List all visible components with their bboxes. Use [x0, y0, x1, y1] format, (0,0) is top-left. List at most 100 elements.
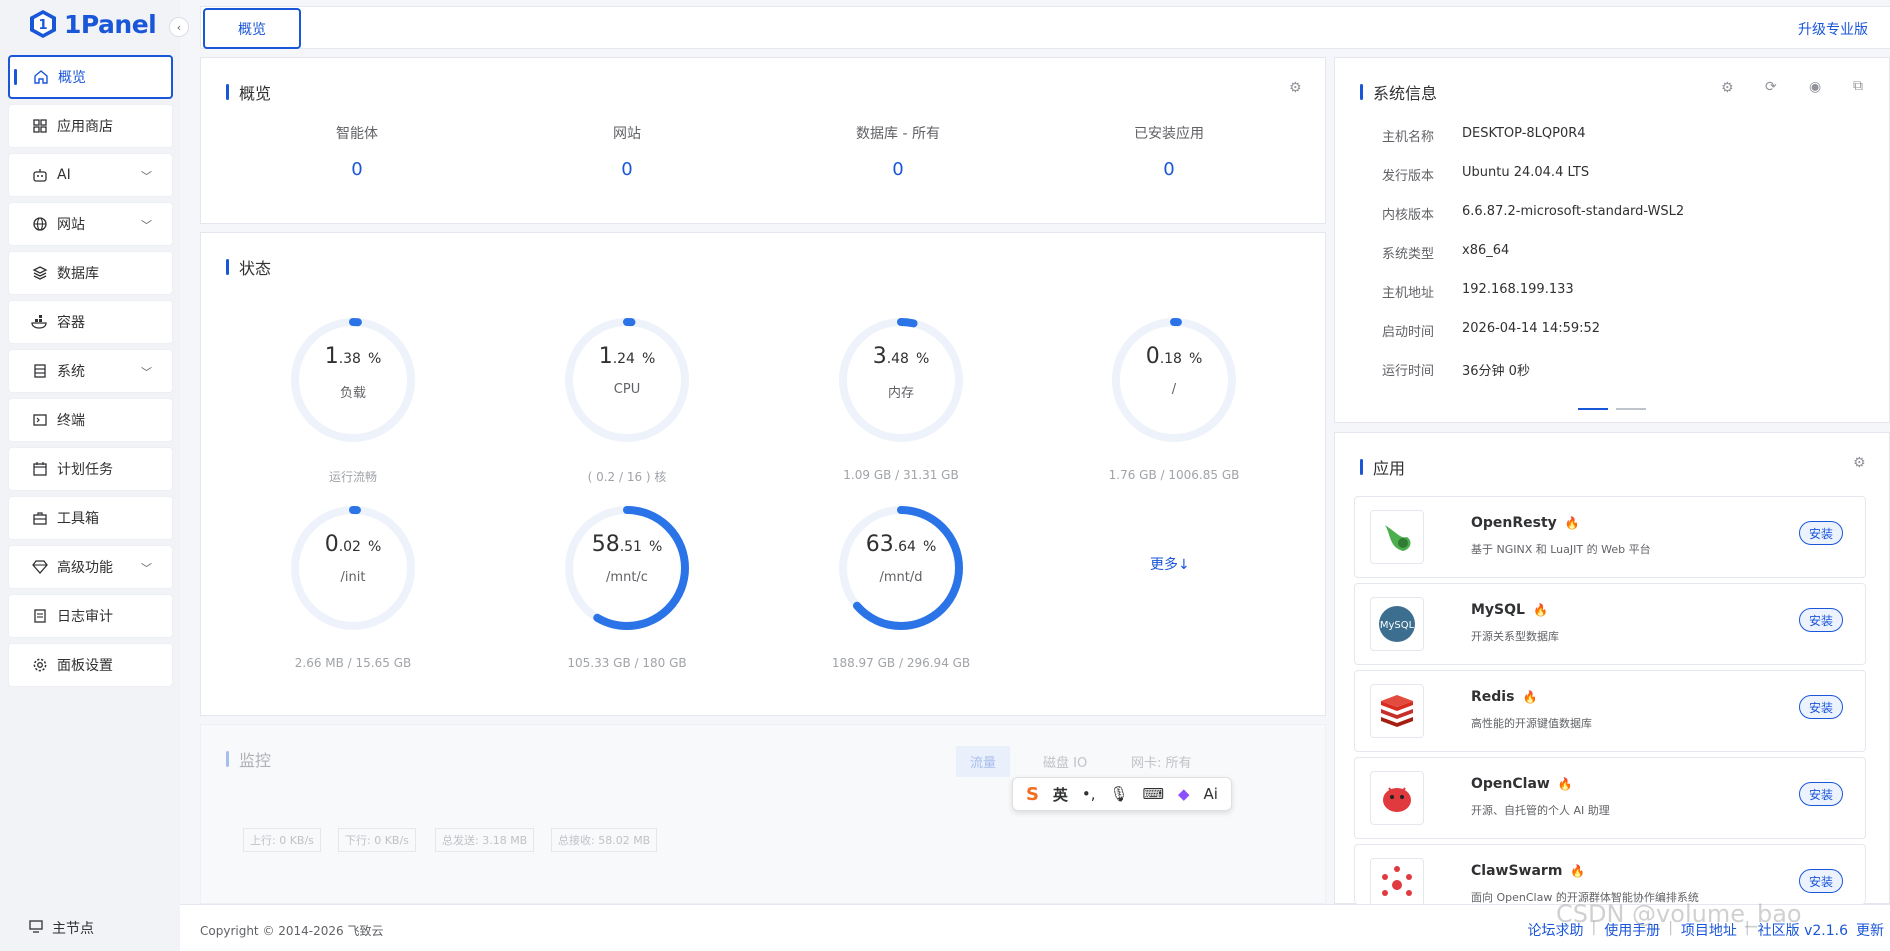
- settings-icon[interactable]: ⚙: [1853, 455, 1866, 471]
- clawswarm-icon: [1370, 858, 1424, 904]
- gauge-ring: [1112, 318, 1236, 442]
- gauge-detail: 1.76 GB / 1006.85 GB: [1108, 468, 1240, 482]
- sidebar-item-advanced[interactable]: 高级功能 ﹀: [8, 545, 173, 589]
- upgrade-pro-link[interactable]: 升级专业版: [1798, 22, 1868, 38]
- gauge-mnt-d-disk[interactable]: 63.64 % /mnt/d 188.97 GB / 296.94 GB: [831, 498, 971, 670]
- collapse-sidebar-button[interactable]: ‹: [169, 17, 189, 37]
- sidebar-item-cron[interactable]: 计划任务: [8, 447, 173, 491]
- tab-overview[interactable]: 概览: [203, 8, 301, 49]
- sidebar-item-terminal[interactable]: 终端: [8, 398, 173, 442]
- sidebar-item-panel-settings[interactable]: 面板设置: [8, 643, 173, 687]
- gauge-root-disk[interactable]: 0.18 % / 1.76 GB / 1006.85 GB: [1104, 310, 1244, 482]
- gauge-load[interactable]: 1.38 % 负载 运行流畅: [283, 310, 423, 485]
- gauge-value: 0.02 %: [324, 532, 382, 557]
- diamond-icon: [31, 558, 49, 576]
- stat-agents[interactable]: 智能体 0: [336, 126, 378, 180]
- sysinfo-uptime: 运行时间 36分钟 0秒: [1382, 364, 1530, 379]
- sidebar-item-ai[interactable]: AI ﹀: [8, 153, 173, 197]
- gauge-detail: 188.97 GB / 296.94 GB: [831, 656, 971, 670]
- openresty-icon: [1370, 510, 1424, 564]
- logo[interactable]: 1 1Panel: [28, 7, 157, 41]
- version-link[interactable]: 社区版 v2.1.6: [1757, 923, 1848, 939]
- skin-icon[interactable]: ◆: [1178, 785, 1190, 803]
- ime-ai-button[interactable]: Ai: [1203, 785, 1218, 803]
- app-card-openclaw[interactable]: OpenClaw 🔥 开源、自托管的个人 AI 助理 安装: [1354, 757, 1866, 839]
- sidebar-item-toolbox[interactable]: 工具箱: [8, 496, 173, 540]
- gauge-memory[interactable]: 3.48 % 内存 1.09 GB / 31.31 GB: [831, 310, 971, 482]
- status-card: 状态: [200, 232, 1326, 716]
- install-button[interactable]: 安装: [1799, 608, 1843, 632]
- sidebar-item-website[interactable]: 网站 ﹀: [8, 202, 173, 246]
- sysinfo-distro: 发行版本 Ubuntu 24.04.4 LTS: [1382, 165, 1590, 184]
- stat-databases[interactable]: 数据库 - 所有 0: [856, 126, 940, 180]
- sysinfo-title: 系统信息: [1360, 80, 1437, 104]
- gauge-init-disk[interactable]: 0.02 % /init 2.66 MB / 15.65 GB: [283, 498, 423, 670]
- monitor-nic-select[interactable]: 网卡: 所有: [1131, 756, 1192, 771]
- monitor-tab-traffic[interactable]: 流量: [956, 746, 1011, 777]
- microphone-icon[interactable]: 🎙: [1109, 785, 1129, 803]
- app-card-redis[interactable]: Redis 🔥 高性能的开源键值数据库 安装: [1354, 670, 1866, 752]
- settings-icon[interactable]: ⚙: [1721, 80, 1734, 96]
- stat-installed-apps[interactable]: 已安装应用 0: [1134, 126, 1204, 180]
- gauge-label: 内存: [887, 386, 914, 401]
- sidebar-item-log-audit[interactable]: 日志审计: [8, 594, 173, 638]
- project-link[interactable]: 项目地址: [1680, 923, 1737, 939]
- sidebar-item-label: 概览: [58, 70, 86, 86]
- gauge-label: /mnt/c: [606, 570, 648, 585]
- install-button[interactable]: 安装: [1799, 521, 1843, 545]
- sidebar-item-database[interactable]: 数据库: [8, 251, 173, 295]
- install-button[interactable]: 安装: [1799, 695, 1843, 719]
- gauge-value: 1.24 %: [598, 344, 656, 369]
- sysinfo-card: 系统信息 ⚙ ⟳ ◉ ⧉: [1334, 57, 1890, 423]
- sidebar-item-system[interactable]: 系统 ﹀: [8, 349, 173, 393]
- carousel-dot[interactable]: [1578, 408, 1608, 410]
- gauge-mnt-c-disk[interactable]: 58.51 % /mnt/c 105.33 GB / 180 GB: [557, 498, 697, 670]
- master-node-switch[interactable]: 主节点: [28, 918, 94, 938]
- punctuation-icon[interactable]: •,: [1081, 785, 1096, 803]
- refresh-icon[interactable]: ⟳: [1765, 79, 1777, 95]
- fire-icon: 🔥: [1532, 603, 1548, 617]
- sidebar-item-container[interactable]: 容器: [8, 300, 173, 344]
- app-card-clawswarm[interactable]: ClawSwarm 🔥 面向 OpenClaw 的开源群体智能协作编排系统 安装: [1354, 844, 1866, 904]
- app-card-openresty[interactable]: OpenResty 🔥 基于 NGINX 和 LuaJIT 的 Web 平台 安装: [1354, 496, 1866, 578]
- globe-icon: [31, 215, 49, 233]
- sidebar-item-label: 容器: [57, 315, 85, 331]
- app-card-mysql[interactable]: MySQL MySQL 🔥 开源关系型数据库 安装: [1354, 583, 1866, 665]
- app-desc: 高性能的开源键值数据库: [1471, 717, 1592, 730]
- copy-icon[interactable]: ⧉: [1853, 78, 1863, 94]
- sidebar-item-label: 网站: [57, 217, 85, 233]
- sogou-logo-icon[interactable]: S: [1025, 783, 1039, 805]
- stat-websites[interactable]: 网站 0: [613, 126, 641, 180]
- gauge-value: 3.48 %: [872, 344, 930, 369]
- overview-title: 概览: [226, 80, 271, 104]
- app-name: OpenClaw: [1471, 776, 1550, 792]
- fire-icon: 🔥: [1564, 516, 1580, 530]
- chevron-down-icon: ﹀: [141, 366, 152, 379]
- gauge-detail: 105.33 GB / 180 GB: [567, 656, 687, 670]
- settings-icon[interactable]: ⚙: [1289, 80, 1302, 96]
- gauge-ring: [839, 506, 963, 630]
- sidebar-item-overview[interactable]: 概览: [8, 55, 173, 99]
- sidebar-item-label: 工具箱: [57, 511, 99, 527]
- app-desc: 开源关系型数据库: [1471, 630, 1559, 643]
- calendar-icon: [31, 460, 49, 478]
- gauge-cpu[interactable]: 1.24 % CPU ( 0.2 / 16 ) 核: [557, 310, 697, 485]
- sidebar: 1 1Panel 概览 应用商店 AI ﹀ 网站 ﹀ 数据库 容器: [0, 0, 180, 951]
- install-button[interactable]: 安装: [1799, 782, 1843, 806]
- carousel-dot[interactable]: [1616, 408, 1646, 410]
- update-link[interactable]: 更新: [1856, 923, 1884, 939]
- monitor-chip-up: 上行: 0 KB/s: [243, 828, 321, 852]
- gauge-detail: 1.09 GB / 31.31 GB: [843, 468, 959, 482]
- gauge-label: /init: [340, 570, 366, 585]
- forum-link[interactable]: 论坛求助: [1527, 923, 1584, 939]
- keyboard-icon[interactable]: ⌨: [1142, 785, 1165, 803]
- ime-language-toggle[interactable]: 英: [1052, 785, 1068, 804]
- eye-icon[interactable]: ◉: [1809, 79, 1822, 95]
- sidebar-item-label: 面板设置: [57, 658, 113, 674]
- more-link[interactable]: 更多↓: [1150, 557, 1190, 573]
- carousel-indicator[interactable]: [1578, 408, 1646, 410]
- sidebar-item-app-store[interactable]: 应用商店: [8, 104, 173, 148]
- monitor-tab-disk-io[interactable]: 磁盘 IO: [1043, 756, 1088, 771]
- install-button[interactable]: 安装: [1799, 869, 1843, 893]
- manual-link[interactable]: 使用手册: [1604, 923, 1661, 939]
